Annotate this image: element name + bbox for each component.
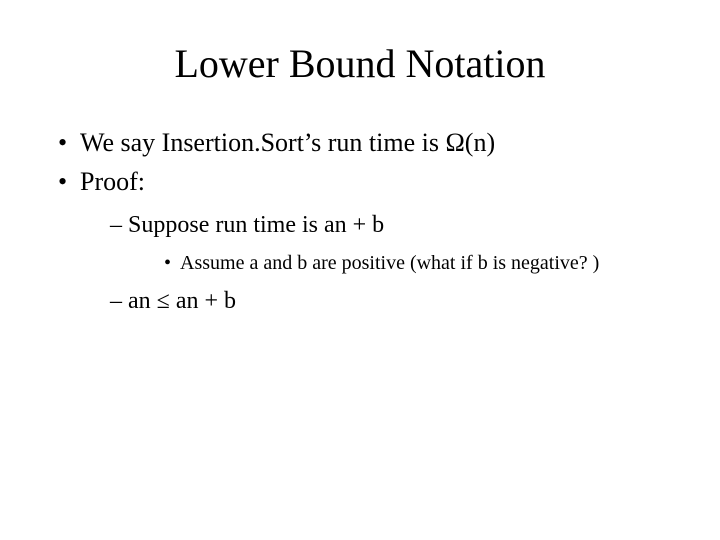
bullet-item: Proof: Suppose run time is an + b Assume… <box>58 164 670 318</box>
bullet-item: Assume a and b are positive (what if b i… <box>164 249 670 277</box>
bullet-text: Assume a and b are positive (what if b i… <box>180 252 599 274</box>
bullet-item: Suppose run time is an + b Assume a and … <box>110 209 670 277</box>
bullet-list-level-3: Assume a and b are positive (what if b i… <box>128 249 670 277</box>
bullet-text: an ≤ an + b <box>128 288 236 314</box>
slide-title: Lower Bound Notation <box>50 40 670 87</box>
bullet-text: Suppose run time is an + b <box>128 212 384 238</box>
bullet-item: We say Insertion.Sort’s run time is Ω(n) <box>58 125 670 160</box>
bullet-text: We say Insertion.Sort’s run time is Ω(n) <box>80 128 495 157</box>
bullet-list-level-1: We say Insertion.Sort’s run time is Ω(n)… <box>50 125 670 318</box>
slide: Lower Bound Notation We say Insertion.So… <box>0 0 720 540</box>
bullet-item: an ≤ an + b <box>110 285 670 319</box>
bullet-list-level-2: Suppose run time is an + b Assume a and … <box>80 209 670 318</box>
bullet-text: Proof: <box>80 167 145 196</box>
